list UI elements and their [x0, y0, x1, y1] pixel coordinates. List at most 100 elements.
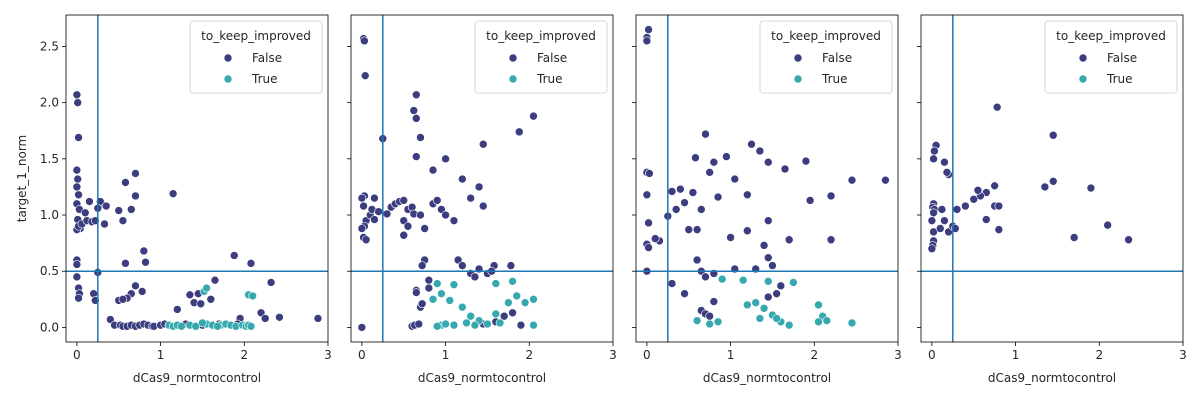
point-false — [994, 225, 1004, 234]
point-false — [645, 169, 654, 178]
x-tick-label: 1 — [1012, 348, 1020, 362]
point-true — [529, 294, 538, 304]
point-false — [506, 261, 516, 270]
x-tick-label: 0 — [928, 348, 936, 362]
point-false — [417, 261, 427, 270]
point-false — [118, 216, 128, 225]
point-false — [940, 157, 949, 167]
point-false — [755, 146, 765, 156]
legend-label-true: True — [1106, 72, 1133, 86]
point-false — [416, 210, 425, 220]
point-true — [441, 319, 450, 329]
point-false — [100, 219, 109, 229]
point-true — [520, 298, 530, 307]
point-true — [814, 317, 823, 327]
point-false — [449, 216, 459, 225]
point-true — [508, 277, 517, 286]
point-false — [667, 187, 677, 196]
point-true — [198, 318, 207, 328]
point-true — [202, 283, 211, 293]
x-tick-label: 0 — [643, 348, 651, 362]
point-false — [676, 184, 685, 194]
point-false — [709, 297, 719, 306]
point-true — [814, 300, 823, 310]
x-tick-label: 2 — [240, 348, 248, 362]
point-true — [491, 309, 501, 319]
point-true — [717, 274, 727, 284]
legend-label-true: True — [536, 72, 563, 86]
point-false — [357, 323, 367, 332]
point-false — [929, 208, 938, 218]
point-false — [927, 244, 937, 254]
point-true — [738, 275, 748, 285]
point-false — [763, 292, 773, 302]
point-false — [969, 194, 979, 204]
point-false — [359, 201, 368, 211]
point-false — [930, 146, 939, 156]
point-false — [121, 178, 130, 187]
legend: to_keep_improved False True — [474, 20, 608, 94]
point-false — [432, 196, 442, 205]
point-false — [478, 139, 488, 149]
point-false — [131, 191, 140, 201]
y-tick-label: 2.5 — [40, 39, 59, 53]
point-false — [428, 165, 438, 175]
y-tick-label: 0.0 — [40, 320, 59, 334]
point-false — [726, 233, 735, 242]
point-false — [722, 152, 731, 161]
legend: to_keep_improved False True — [759, 20, 893, 94]
legend-marker-true — [508, 74, 518, 84]
plot-frame — [350, 14, 614, 343]
point-false — [667, 279, 677, 288]
point-true — [495, 318, 505, 328]
legend-label-false: False — [1107, 51, 1137, 65]
point-false — [72, 165, 82, 175]
legend-label-true: True — [821, 72, 848, 86]
legend-marker-true — [793, 74, 803, 84]
point-false — [399, 196, 409, 205]
x-tick-label: 1 — [157, 348, 165, 362]
point-false — [478, 201, 488, 211]
point-false — [1048, 177, 1058, 186]
point-true — [248, 291, 257, 301]
point-false — [680, 289, 689, 298]
point-false — [196, 299, 206, 309]
point-false — [411, 288, 421, 297]
point-false — [743, 190, 752, 200]
legend-marker-false — [793, 53, 803, 63]
point-false — [72, 272, 82, 282]
point-false — [650, 234, 660, 243]
legend: to_keep_improved False True — [189, 20, 323, 94]
point-false — [768, 261, 777, 270]
legend-box — [1044, 20, 1178, 94]
point-true — [491, 279, 501, 288]
point-false — [416, 133, 425, 142]
legend-marker-false — [223, 53, 233, 63]
point-false — [701, 272, 710, 282]
points-group — [642, 25, 890, 330]
y-tick-label: 2.0 — [40, 96, 59, 110]
point-false — [990, 181, 999, 191]
point-false — [508, 308, 517, 318]
point-true — [458, 302, 467, 312]
point-false — [691, 153, 700, 163]
point-false — [441, 210, 450, 220]
point-false — [952, 205, 962, 214]
point-false — [420, 224, 429, 233]
point-false — [514, 127, 524, 137]
point-false — [701, 129, 710, 139]
points-group — [357, 34, 538, 332]
point-false — [210, 275, 220, 285]
point-false — [1040, 182, 1050, 192]
point-false — [474, 182, 484, 192]
panel-1: 0 1 2 3 0.0 0.5 1.0 1.5 2.0 2.5 dCas9_normtocontro… — [15, 14, 332, 385]
legend-label-false: False — [537, 51, 567, 65]
point-false — [374, 207, 383, 216]
point-false — [696, 205, 706, 214]
point-false — [1048, 130, 1058, 140]
point-false — [763, 157, 773, 167]
point-false — [713, 192, 723, 202]
point-false — [458, 261, 467, 270]
point-false — [441, 154, 450, 164]
point-false — [929, 154, 938, 164]
